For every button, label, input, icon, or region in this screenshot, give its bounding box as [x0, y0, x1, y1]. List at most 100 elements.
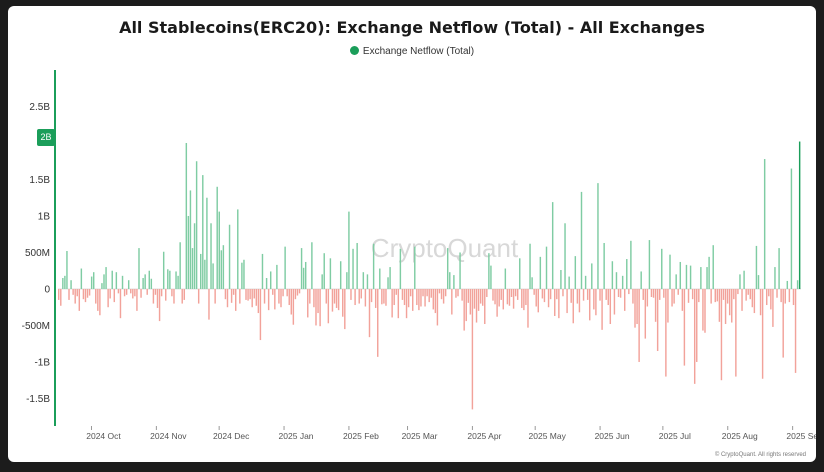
netflow-bar[interactable]	[663, 288, 665, 298]
netflow-bar[interactable]	[290, 288, 293, 315]
netflow-bar[interactable]	[770, 288, 772, 310]
netflow-bar[interactable]	[146, 288, 148, 295]
netflow-bar[interactable]	[187, 215, 190, 289]
netflow-bar[interactable]	[350, 288, 352, 300]
netflow-bar[interactable]	[407, 288, 410, 308]
netflow-bar[interactable]	[346, 272, 348, 289]
netflow-bar[interactable]	[584, 275, 587, 289]
netflow-bar[interactable]	[488, 253, 490, 289]
netflow-bar[interactable]	[142, 278, 144, 289]
netflow-bar[interactable]	[743, 270, 745, 289]
netflow-bar[interactable]	[446, 248, 449, 289]
netflow-bar[interactable]	[467, 288, 470, 303]
netflow-bar[interactable]	[661, 248, 663, 289]
netflow-bar[interactable]	[247, 288, 249, 301]
netflow-bar[interactable]	[173, 288, 175, 304]
netflow-bar[interactable]	[288, 288, 290, 306]
netflow-bar[interactable]	[726, 288, 729, 304]
netflow-bar[interactable]	[239, 288, 241, 304]
netflow-bar[interactable]	[774, 267, 776, 289]
netflow-bar[interactable]	[510, 288, 513, 297]
netflow-bar[interactable]	[319, 288, 321, 327]
netflow-bar[interactable]	[677, 288, 679, 295]
netflow-bar[interactable]	[465, 288, 467, 322]
netflow-bar[interactable]	[556, 288, 558, 300]
netflow-bar[interactable]	[449, 272, 451, 289]
netflow-bar[interactable]	[537, 288, 539, 313]
netflow-bar[interactable]	[309, 288, 311, 304]
netflow-bar[interactable]	[132, 288, 134, 299]
netflow-bar[interactable]	[658, 288, 661, 300]
netflow-bar[interactable]	[70, 280, 72, 289]
netflow-bar[interactable]	[123, 288, 126, 297]
netflow-bar[interactable]	[158, 288, 161, 322]
netflow-bar[interactable]	[66, 251, 68, 289]
netflow-bar[interactable]	[393, 288, 395, 306]
netflow-bar[interactable]	[477, 288, 480, 311]
netflow-bar[interactable]	[650, 288, 653, 297]
netflow-bar[interactable]	[222, 245, 225, 289]
netflow-bar[interactable]	[175, 271, 177, 289]
netflow-bar[interactable]	[710, 288, 712, 304]
netflow-bar[interactable]	[111, 270, 113, 289]
netflow-bar[interactable]	[545, 246, 548, 289]
netflow-bar[interactable]	[502, 288, 505, 310]
netflow-bar[interactable]	[243, 259, 245, 289]
netflow-bar[interactable]	[136, 288, 138, 311]
netflow-bar[interactable]	[638, 288, 640, 362]
netflow-bar[interactable]	[490, 265, 492, 289]
netflow-bar[interactable]	[374, 288, 377, 308]
netflow-bar[interactable]	[148, 270, 150, 289]
netflow-bar[interactable]	[720, 288, 723, 381]
netflow-bar[interactable]	[181, 288, 183, 304]
netflow-bar[interactable]	[62, 278, 64, 289]
netflow-bar[interactable]	[372, 243, 375, 289]
netflow-bar[interactable]	[212, 263, 214, 289]
netflow-bar[interactable]	[401, 288, 404, 300]
netflow-bar[interactable]	[377, 288, 379, 357]
netflow-bar[interactable]	[543, 288, 546, 303]
netflow-bar[interactable]	[591, 263, 593, 289]
netflow-bar[interactable]	[307, 288, 309, 318]
netflow-bar[interactable]	[492, 288, 494, 301]
netflow-bar[interactable]	[414, 246, 416, 289]
netflow-bar[interactable]	[412, 288, 414, 311]
netflow-bar[interactable]	[434, 288, 437, 314]
netflow-bar[interactable]	[101, 283, 103, 289]
netflow-bar[interactable]	[356, 242, 358, 289]
netflow-bar[interactable]	[626, 259, 628, 289]
netflow-bar[interactable]	[354, 288, 356, 306]
netflow-bar[interactable]	[218, 211, 220, 289]
netflow-bar[interactable]	[265, 278, 268, 289]
netflow-bar[interactable]	[630, 240, 632, 289]
netflow-bar[interactable]	[119, 288, 122, 319]
netflow-bar[interactable]	[597, 183, 599, 289]
netflow-bar[interactable]	[167, 269, 169, 289]
netflow-bar[interactable]	[648, 240, 651, 289]
netflow-bar[interactable]	[80, 268, 83, 289]
netflow-bar[interactable]	[519, 258, 521, 289]
netflow-bar[interactable]	[747, 288, 749, 295]
netflow-bar[interactable]	[562, 288, 564, 297]
netflow-bar[interactable]	[107, 288, 109, 308]
netflow-bar[interactable]	[504, 268, 507, 289]
netflow-bar[interactable]	[632, 288, 634, 304]
netflow-bar[interactable]	[578, 288, 581, 313]
netflow-bar[interactable]	[321, 274, 323, 289]
netflow-bar[interactable]	[461, 288, 463, 301]
netflow-bar[interactable]	[294, 288, 297, 300]
netflow-bar[interactable]	[300, 248, 303, 289]
netflow-bar[interactable]	[691, 288, 694, 300]
netflow-bar[interactable]	[640, 271, 642, 289]
netflow-bar[interactable]	[496, 288, 498, 317]
netflow-bar[interactable]	[313, 288, 315, 308]
netflow-bar[interactable]	[177, 275, 179, 289]
netflow-bar[interactable]	[276, 264, 278, 289]
netflow-bar[interactable]	[652, 288, 655, 298]
netflow-bar[interactable]	[358, 288, 360, 304]
netflow-bar[interactable]	[121, 275, 124, 289]
netflow-bar[interactable]	[698, 288, 700, 303]
netflow-bar[interactable]	[473, 288, 476, 309]
netflow-bar[interactable]	[547, 288, 550, 308]
netflow-bar[interactable]	[74, 288, 76, 304]
